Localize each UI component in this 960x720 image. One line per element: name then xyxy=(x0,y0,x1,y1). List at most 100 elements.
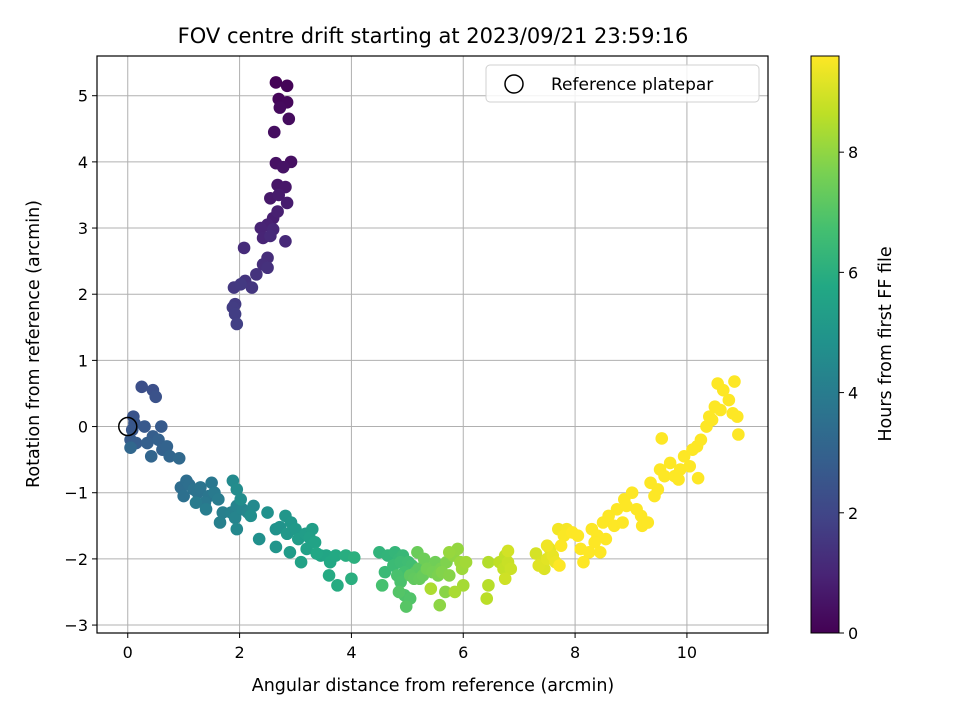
data-point xyxy=(230,483,244,496)
data-point xyxy=(394,575,407,589)
data-point xyxy=(310,547,324,560)
data-point xyxy=(730,410,744,423)
legend-marker-circle xyxy=(504,74,524,94)
data-point xyxy=(276,160,290,174)
data-point xyxy=(345,572,358,586)
data-point xyxy=(273,101,287,114)
legend: Reference platepar xyxy=(485,64,760,103)
data-point xyxy=(141,436,154,450)
data-point xyxy=(280,79,294,93)
data-point xyxy=(237,241,251,255)
data-point xyxy=(504,562,518,576)
data-point xyxy=(271,205,284,218)
data-point xyxy=(250,268,263,281)
grid-lines xyxy=(97,56,768,633)
data-point xyxy=(308,536,322,549)
x-axis-label: Angular distance from reference (arcmin) xyxy=(252,676,615,696)
y-tick-label: 1 xyxy=(78,351,88,370)
data-point xyxy=(252,532,266,546)
data-point xyxy=(269,76,283,89)
data-point xyxy=(269,540,283,554)
data-point xyxy=(160,440,174,453)
chart-title: FOV centre drift starting at 2023/09/21 … xyxy=(178,24,689,48)
data-point xyxy=(482,555,495,569)
data-point xyxy=(294,555,308,569)
data-point xyxy=(280,196,294,210)
colorbar-tick-label: 8 xyxy=(848,143,858,162)
data-point xyxy=(722,393,736,407)
data-point xyxy=(261,261,274,275)
y-tick-label: 0 xyxy=(78,418,88,437)
reference-marker-circle xyxy=(118,416,138,437)
data-point xyxy=(501,544,515,558)
data-point xyxy=(658,469,671,483)
data-point xyxy=(289,522,302,536)
data-point xyxy=(439,585,452,599)
data-point xyxy=(655,432,669,445)
data-point xyxy=(588,536,601,549)
colorbar-tick-label: 6 xyxy=(848,263,858,282)
data-point xyxy=(245,281,259,294)
data-point xyxy=(392,585,406,599)
data-point xyxy=(582,545,596,559)
colorbar xyxy=(810,55,840,634)
data-point xyxy=(135,380,149,394)
data-point xyxy=(230,317,244,331)
data-point xyxy=(683,459,697,473)
data-point xyxy=(163,450,176,463)
data-point xyxy=(417,552,431,566)
x-tick-label: 0 xyxy=(123,643,133,662)
data-point xyxy=(571,529,585,543)
data-point xyxy=(228,511,242,525)
data-point xyxy=(399,600,413,613)
y-tick-label: 5 xyxy=(78,87,88,106)
data-point xyxy=(228,307,242,321)
data-point xyxy=(189,496,203,509)
data-point xyxy=(244,509,258,523)
data-point xyxy=(264,229,277,243)
data-point xyxy=(663,456,677,470)
data-point xyxy=(593,545,607,559)
data-point xyxy=(433,598,447,612)
colorbar-tick-label: 2 xyxy=(848,504,858,523)
data-point xyxy=(212,493,225,506)
data-point xyxy=(272,188,286,202)
data-point xyxy=(498,572,512,586)
y-tick-label: −1 xyxy=(64,484,88,503)
data-point xyxy=(459,555,473,569)
x-tick-label: 8 xyxy=(570,643,580,662)
y-tick-label: 2 xyxy=(78,285,88,304)
data-point xyxy=(442,569,456,582)
data-point xyxy=(254,221,268,235)
data-point xyxy=(620,499,633,513)
data-point xyxy=(691,471,705,485)
data-point xyxy=(155,420,168,433)
data-point xyxy=(424,582,438,595)
data-point xyxy=(553,559,566,572)
data-point xyxy=(672,473,685,486)
data-point xyxy=(331,579,344,592)
data-points xyxy=(124,76,745,613)
y-axis-ticks: −3 −2 −1 0 1 2 3 4 5 xyxy=(64,87,97,635)
data-point xyxy=(625,486,639,500)
x-axis-ticks: 0 2 4 6 8 10 xyxy=(123,633,697,662)
x-tick-label: 2 xyxy=(234,643,244,662)
data-point xyxy=(177,489,190,503)
data-point xyxy=(282,112,296,126)
data-point xyxy=(442,545,456,559)
y-tick-label: −3 xyxy=(64,616,88,635)
data-point xyxy=(322,569,336,582)
reference-platepar-marker xyxy=(118,416,138,437)
data-point xyxy=(230,522,244,536)
data-point xyxy=(234,493,248,506)
plot-frame xyxy=(96,55,769,634)
data-point xyxy=(138,420,151,433)
data-point xyxy=(448,585,462,599)
data-point xyxy=(213,516,227,529)
data-point xyxy=(172,452,186,465)
data-point xyxy=(728,375,741,388)
data-point xyxy=(616,516,629,529)
data-point xyxy=(234,277,248,291)
data-point xyxy=(194,481,207,494)
